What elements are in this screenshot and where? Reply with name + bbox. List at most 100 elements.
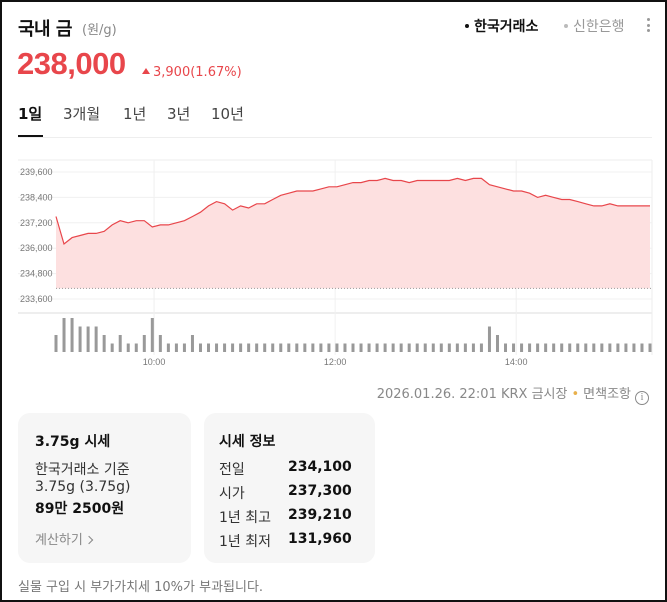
volume-bar — [455, 343, 459, 352]
y-tick-label: 239,600 — [20, 167, 53, 177]
volume-bar — [415, 343, 419, 352]
volume-bar — [190, 335, 194, 352]
card-price-title: 3.75g 시세 — [35, 434, 111, 450]
volume-bar — [62, 318, 66, 352]
info-label-prev: 전일 — [219, 462, 245, 478]
volume-bar — [536, 343, 540, 352]
tab-1d[interactable]: 1일 — [18, 105, 43, 123]
volume-bar — [207, 343, 211, 352]
tab-3y[interactable]: 3년 — [167, 105, 191, 123]
volume-bar — [311, 343, 315, 352]
price-calc-card: 3.75g 시세 한국거래소 기준 3.75g (3.75g) 89만 2500… — [18, 413, 191, 563]
volume-bar — [327, 343, 331, 352]
more-options-icon[interactable] — [642, 16, 654, 34]
volume-bar — [584, 343, 588, 352]
source-tab-krx[interactable]: 한국거래소 — [465, 16, 538, 36]
volume-bar — [632, 343, 636, 352]
vat-footnote: 실물 구입 시 부가가치세 10%가 부과됩니다. — [18, 580, 264, 595]
volume-bar — [142, 335, 146, 352]
y-tick-label: 233,600 — [20, 294, 53, 304]
unit-label: (원/g) — [82, 23, 117, 38]
volume-bar — [544, 343, 548, 352]
card-price-amount: 89만 2500원 — [35, 501, 125, 517]
volume-bar — [568, 343, 572, 352]
volume-bar — [78, 326, 82, 352]
volume-bar — [640, 343, 644, 352]
volume-bar — [118, 335, 122, 352]
volume-bar — [126, 343, 130, 352]
volume-bar — [359, 343, 363, 352]
volume-bar — [447, 343, 451, 352]
card-info-title: 시세 정보 — [219, 434, 276, 450]
tab-1y[interactable]: 1년 — [123, 105, 147, 123]
x-tick-label: 12:00 — [324, 357, 347, 367]
volume-bar — [624, 343, 628, 352]
volume-bar — [255, 343, 259, 352]
info-value-open: 237,300 — [288, 483, 352, 499]
up-triangle-icon — [142, 68, 150, 74]
volume-bar — [198, 343, 202, 352]
tab-10y[interactable]: 10년 — [211, 105, 244, 123]
volume-bar — [54, 335, 58, 352]
volume-bar — [423, 343, 427, 352]
volume-bar — [110, 343, 114, 352]
volume-bar — [399, 343, 403, 352]
info-icon[interactable]: i — [635, 391, 649, 405]
volume-bar — [479, 343, 483, 352]
volume-bar — [608, 343, 612, 352]
change-amount: 3,900 — [153, 65, 191, 80]
volume-bar — [158, 335, 162, 352]
volume-bar — [383, 343, 387, 352]
calculate-label: 계산하기 — [35, 533, 83, 548]
volume-bar — [182, 343, 186, 352]
tab-3m[interactable]: 3개월 — [63, 105, 101, 123]
y-tick-label: 237,200 — [20, 218, 53, 228]
volume-bar — [166, 343, 170, 352]
volume-bar — [576, 343, 580, 352]
volume-bar — [94, 326, 98, 352]
source-tab-shinhan[interactable]: 신한은행 — [564, 16, 625, 36]
volume-bar — [271, 343, 275, 352]
volume-bar — [287, 343, 291, 352]
meta-separator: • — [571, 387, 580, 402]
volume-bar — [407, 343, 411, 352]
volume-bar — [512, 343, 516, 352]
volume-bar — [86, 326, 90, 352]
disclaimer-link[interactable]: 면책조항 — [583, 387, 631, 402]
info-label-high: 1년 최고 — [219, 510, 271, 526]
info-label-open: 시가 — [219, 486, 245, 502]
volume-bar — [592, 343, 596, 352]
page-title: 국내 금 — [18, 19, 72, 40]
volume-bar — [263, 343, 267, 352]
volume-bar — [528, 343, 532, 352]
info-value-high: 239,210 — [288, 507, 352, 523]
volume-bar — [231, 343, 235, 352]
volume-bar — [239, 343, 243, 352]
volume-bar — [247, 343, 251, 352]
volume-bar — [495, 335, 499, 352]
calculate-link[interactable]: 계산하기 — [35, 529, 94, 548]
y-tick-label: 234,800 — [20, 269, 53, 279]
inactive-dot-icon — [564, 23, 568, 28]
y-tick-label: 238,400 — [20, 192, 53, 202]
change-percent: (1.67%) — [190, 65, 242, 80]
card-price-weight: 3.75g (3.75g) — [35, 479, 131, 495]
chart-meta: 2026.01.26. 22:01 KRX 금시장 • 면책조항 i — [377, 383, 649, 405]
info-value-prev: 234,100 — [288, 459, 352, 475]
source-krx-label: 한국거래소 — [474, 19, 539, 35]
price-chart[interactable]: 239,600 238,400 237,200 236,000 234,800 233,6… — [2, 152, 667, 377]
info-label-low: 1년 최저 — [219, 534, 271, 550]
volume-bar — [367, 343, 371, 352]
price-area — [56, 178, 650, 289]
card-price-basis: 한국거래소 기준 — [35, 462, 130, 478]
volume-bar — [279, 343, 283, 352]
current-price: 238,000 — [17, 46, 126, 81]
volume-bar — [215, 343, 219, 352]
volume-bar — [616, 343, 620, 352]
timestamp: 2026.01.26. 22:01 — [376, 387, 497, 402]
price-info-card: 시세 정보 전일 234,100 시가 237,300 1년 최고 239,21… — [204, 413, 375, 563]
volume-bar — [335, 343, 339, 352]
chevron-right-icon — [84, 535, 94, 545]
volume-bar — [471, 343, 475, 352]
